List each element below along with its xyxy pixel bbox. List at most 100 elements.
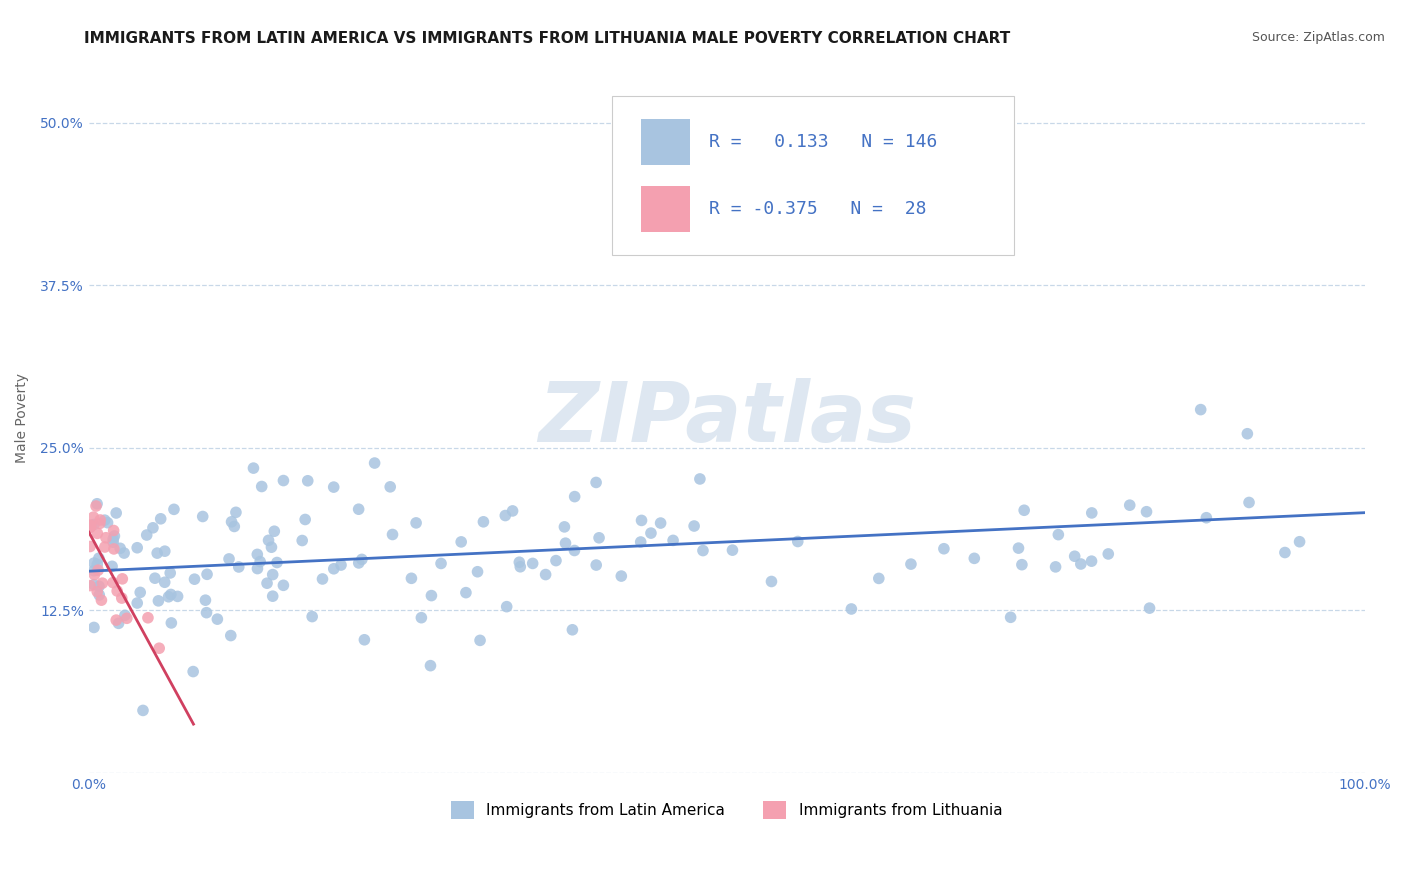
Point [103, 532, 125, 546]
Point [114, 608, 136, 623]
Point [564, 490, 586, 504]
Point [103, 524, 125, 538]
Point [135, 528, 157, 542]
Point [79, 578, 101, 592]
Point [103, 541, 125, 556]
Point [93, 513, 115, 527]
Point [610, 569, 633, 583]
Point [90, 593, 112, 607]
Point [273, 474, 295, 488]
Point [101, 559, 124, 574]
Point [82, 510, 104, 524]
Point [260, 540, 283, 554]
Point [401, 571, 423, 585]
Point [246, 548, 269, 562]
Point [544, 553, 567, 567]
Point [263, 524, 285, 539]
Point [195, 606, 218, 620]
Point [1237, 495, 1260, 509]
Point [115, 611, 138, 625]
Point [963, 551, 986, 566]
FancyBboxPatch shape [612, 96, 1014, 255]
Text: R = -0.375   N =  28: R = -0.375 N = 28 [709, 200, 927, 219]
Point [1274, 545, 1296, 559]
Point [900, 557, 922, 571]
Point [79, 520, 101, 534]
Point [146, 546, 169, 560]
Point [89, 588, 111, 602]
Y-axis label: Male Poverty: Male Poverty [15, 374, 30, 464]
Point [291, 533, 314, 548]
Point [508, 555, 530, 569]
Point [86, 497, 108, 511]
Point [83, 517, 105, 532]
Point [256, 576, 278, 591]
Point [108, 541, 131, 556]
Point [380, 480, 402, 494]
Point [662, 533, 685, 548]
Point [221, 515, 243, 529]
Point [761, 574, 783, 589]
Point [1135, 505, 1157, 519]
Point [159, 566, 181, 580]
Point [249, 555, 271, 569]
Point [420, 589, 443, 603]
Point [273, 578, 295, 592]
Point [86, 526, 108, 541]
Point [494, 508, 516, 523]
Point [1236, 426, 1258, 441]
Point [101, 535, 124, 549]
Point [692, 543, 714, 558]
Point [330, 558, 353, 572]
Point [89, 513, 111, 527]
Point [105, 584, 128, 599]
Point [194, 593, 217, 607]
Point [311, 572, 333, 586]
Point [219, 629, 242, 643]
Point [294, 512, 316, 526]
Point [246, 561, 269, 575]
Point [689, 472, 711, 486]
Point [89, 516, 111, 531]
Point [148, 594, 170, 608]
Point [111, 572, 134, 586]
Point [630, 535, 652, 549]
Point [1080, 554, 1102, 568]
Point [79, 540, 101, 554]
Point [1097, 547, 1119, 561]
Point [149, 512, 172, 526]
Point [101, 575, 124, 590]
Point [353, 632, 375, 647]
Point [127, 541, 149, 555]
Bar [641, 186, 690, 232]
Point [83, 564, 105, 578]
Point [112, 546, 135, 560]
Point [454, 585, 477, 599]
Point [419, 658, 441, 673]
Point [129, 585, 152, 599]
Point [932, 541, 955, 556]
Point [534, 567, 557, 582]
Point [450, 534, 472, 549]
Point [195, 567, 218, 582]
Point [322, 480, 344, 494]
Point [153, 544, 176, 558]
Point [350, 552, 373, 566]
Point [207, 612, 229, 626]
Point [262, 589, 284, 603]
Point [79, 518, 101, 533]
Point [105, 613, 128, 627]
Point [468, 633, 491, 648]
Point [1288, 534, 1310, 549]
Point [509, 559, 531, 574]
Point [1119, 498, 1142, 512]
Point [83, 556, 105, 570]
Point [1070, 557, 1092, 571]
Point [242, 461, 264, 475]
Legend: Immigrants from Latin America, Immigrants from Lithuania: Immigrants from Latin America, Immigrant… [446, 795, 1008, 825]
Bar [641, 120, 690, 165]
Point [561, 623, 583, 637]
Point [191, 509, 214, 524]
Point [143, 571, 166, 585]
Point [86, 584, 108, 599]
